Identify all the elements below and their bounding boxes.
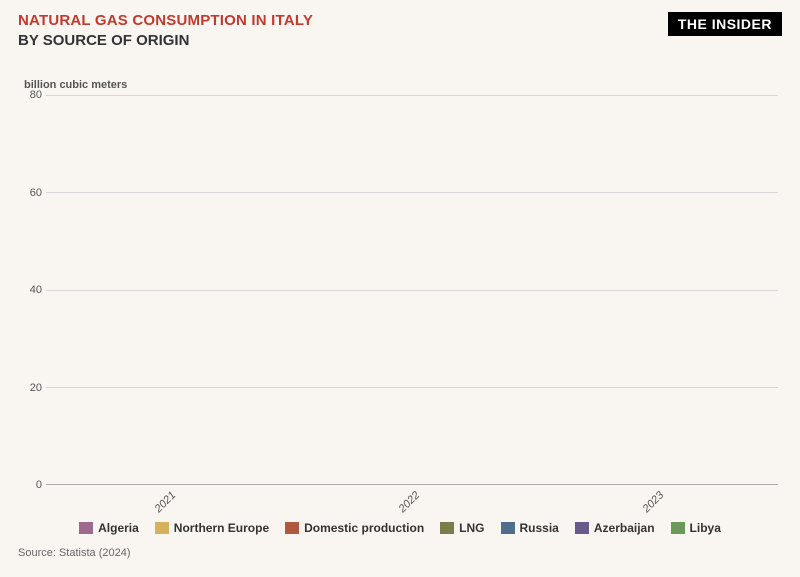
legend-label: LNG — [459, 521, 484, 535]
legend-swatch — [501, 522, 515, 534]
gridline — [46, 192, 778, 193]
legend-label: Northern Europe — [174, 521, 269, 535]
legend-item: Libya — [671, 521, 721, 535]
legend: Algeria Northern Europe Domestic productio… — [18, 521, 782, 535]
x-tick-label: 2023 — [640, 489, 671, 520]
y-tick-label: 80 — [30, 89, 42, 101]
y-tick-label: 20 — [30, 382, 42, 394]
x-tick-label: 2022 — [396, 489, 427, 520]
legend-swatch — [79, 522, 93, 534]
publisher-logo: THE INSIDER — [668, 12, 782, 36]
legend-label: Azerbaijan — [594, 521, 655, 535]
legend-item: Domestic production — [285, 521, 424, 535]
legend-label: Domestic production — [304, 521, 424, 535]
legend-swatch — [155, 522, 169, 534]
x-axis: 202120222023 — [46, 485, 778, 515]
header: NATURAL GAS CONSUMPTION IN ITALY BY SOUR… — [18, 12, 782, 49]
gridline — [46, 290, 778, 291]
legend-swatch — [671, 522, 685, 534]
legend-item: Northern Europe — [155, 521, 269, 535]
y-tick-label: 0 — [36, 479, 42, 491]
y-axis-unit-label: billion cubic meters — [24, 79, 782, 91]
legend-swatch — [285, 522, 299, 534]
y-tick-label: 60 — [30, 187, 42, 199]
legend-item: Russia — [501, 521, 559, 535]
legend-label: Algeria — [98, 521, 139, 535]
legend-item: Algeria — [79, 521, 139, 535]
legend-swatch — [440, 522, 454, 534]
plot-area — [46, 95, 778, 485]
source-attribution: Source: Statista (2024) — [18, 547, 782, 559]
legend-swatch — [575, 522, 589, 534]
y-tick-label: 40 — [30, 284, 42, 296]
chart-area: 020406080 202120222023 — [18, 95, 778, 515]
gridline — [46, 387, 778, 388]
legend-item: Azerbaijan — [575, 521, 655, 535]
legend-label: Libya — [690, 521, 721, 535]
x-tick-label: 2021 — [152, 489, 183, 520]
legend-label: Russia — [520, 521, 559, 535]
y-axis: 020406080 — [18, 95, 46, 485]
legend-item: LNG — [440, 521, 484, 535]
gridline — [46, 95, 778, 96]
